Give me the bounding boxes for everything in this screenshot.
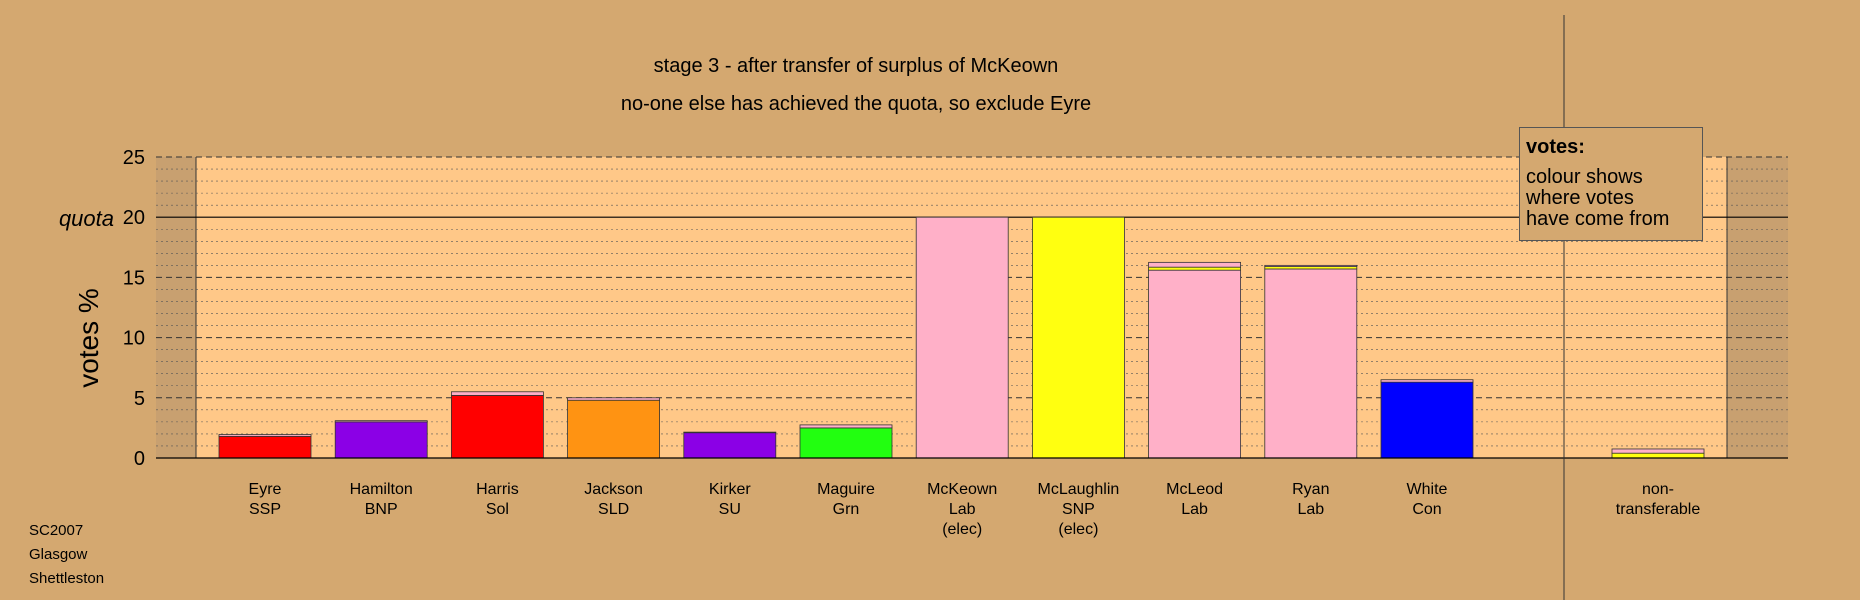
x-tick-label: White <box>1407 481 1448 498</box>
x-tick-label: Eyre <box>249 481 282 498</box>
x-tick-label: non- <box>1642 481 1674 498</box>
x-tick-label: Lab <box>949 501 976 518</box>
x-tick-label: Harris <box>476 481 519 498</box>
x-tick-label: transferable <box>1616 501 1701 518</box>
y-tick-label: 20 <box>123 207 145 229</box>
bar-segment <box>334 420 428 423</box>
x-tick-label: Maguire <box>817 481 875 498</box>
bar-segment <box>567 397 660 401</box>
y-tick-label: 15 <box>123 267 145 289</box>
x-tick-label: Sol <box>486 501 509 518</box>
x-tick-label: Jackson <box>584 481 643 498</box>
x-tick-label: BNP <box>365 501 398 518</box>
bar-segment <box>450 394 544 459</box>
bar-segment <box>683 431 777 434</box>
footer-line: Shettleston <box>29 570 105 587</box>
legend-line: colour shows <box>1526 166 1643 188</box>
x-tick-label: Kirker <box>709 481 751 498</box>
bar-segment <box>1380 379 1474 383</box>
bar-segment <box>1148 261 1241 268</box>
bar-segment <box>1032 216 1125 459</box>
footer-line: SC2007 <box>29 522 84 539</box>
x-tick-label: (elec) <box>942 521 982 538</box>
bar-segment <box>567 399 660 459</box>
bar-segment <box>1264 268 1358 459</box>
x-tick-label: SLD <box>598 501 629 518</box>
x-tick-label: McLeod <box>1166 481 1223 498</box>
x-tick-label: Ryan <box>1292 481 1329 498</box>
bar-segment <box>218 435 312 459</box>
bar-segment <box>1380 381 1474 459</box>
bar-segment <box>450 391 544 396</box>
bar-segment <box>1148 269 1241 459</box>
x-tick-label: Lab <box>1297 501 1324 518</box>
chart-title: stage 3 - after transfer of surplus of M… <box>654 55 1059 77</box>
x-tick-label: McKeown <box>927 481 997 498</box>
footer-line: Glasgow <box>29 546 88 563</box>
legend: votes: colour shows where votes have com… <box>1519 127 1703 241</box>
y-axis-label: votes % <box>73 288 104 388</box>
y-tick-label: 0 <box>134 448 145 470</box>
bar-segment <box>334 421 428 459</box>
x-tick-labels: Eyre SSP Hamilton BNP Harris Sol Jackson SLD Kir… <box>249 481 1701 538</box>
quota-label: quota <box>59 206 114 231</box>
bar-segment <box>218 434 312 437</box>
legend-title: votes: <box>1526 136 1585 158</box>
x-tick-label: McLaughlin <box>1037 481 1119 498</box>
bar-segment <box>915 216 1009 459</box>
legend-line: where votes <box>1526 187 1634 209</box>
bar-segment <box>799 427 893 459</box>
x-tick-label: Lab <box>1181 501 1208 518</box>
bar-segment <box>1264 264 1358 267</box>
bar-segment <box>1148 266 1241 271</box>
y-tick-label: 25 <box>123 147 145 169</box>
y-axis: 0 5 10 15 20 25 <box>123 15 1788 600</box>
x-tick-label: Grn <box>833 501 860 518</box>
x-tick-label: Hamilton <box>350 481 413 498</box>
bars <box>218 216 1705 459</box>
bar-segment <box>683 432 777 459</box>
legend-line: have come from <box>1526 208 1670 230</box>
x-tick-label: (elec) <box>1058 521 1098 538</box>
x-tick-label: SSP <box>249 501 281 518</box>
x-tick-label: SNP <box>1062 501 1095 518</box>
x-tick-label: SU <box>719 501 741 518</box>
bar-segment <box>1611 448 1705 454</box>
bar-segment <box>1611 452 1705 459</box>
x-tick-label: Con <box>1412 501 1441 518</box>
chart-subtitle: no-one else has achieved the quota, so e… <box>621 93 1091 115</box>
bar-segment <box>799 424 893 429</box>
y-tick-label: 5 <box>134 388 145 410</box>
y-tick-label: 10 <box>123 328 145 350</box>
